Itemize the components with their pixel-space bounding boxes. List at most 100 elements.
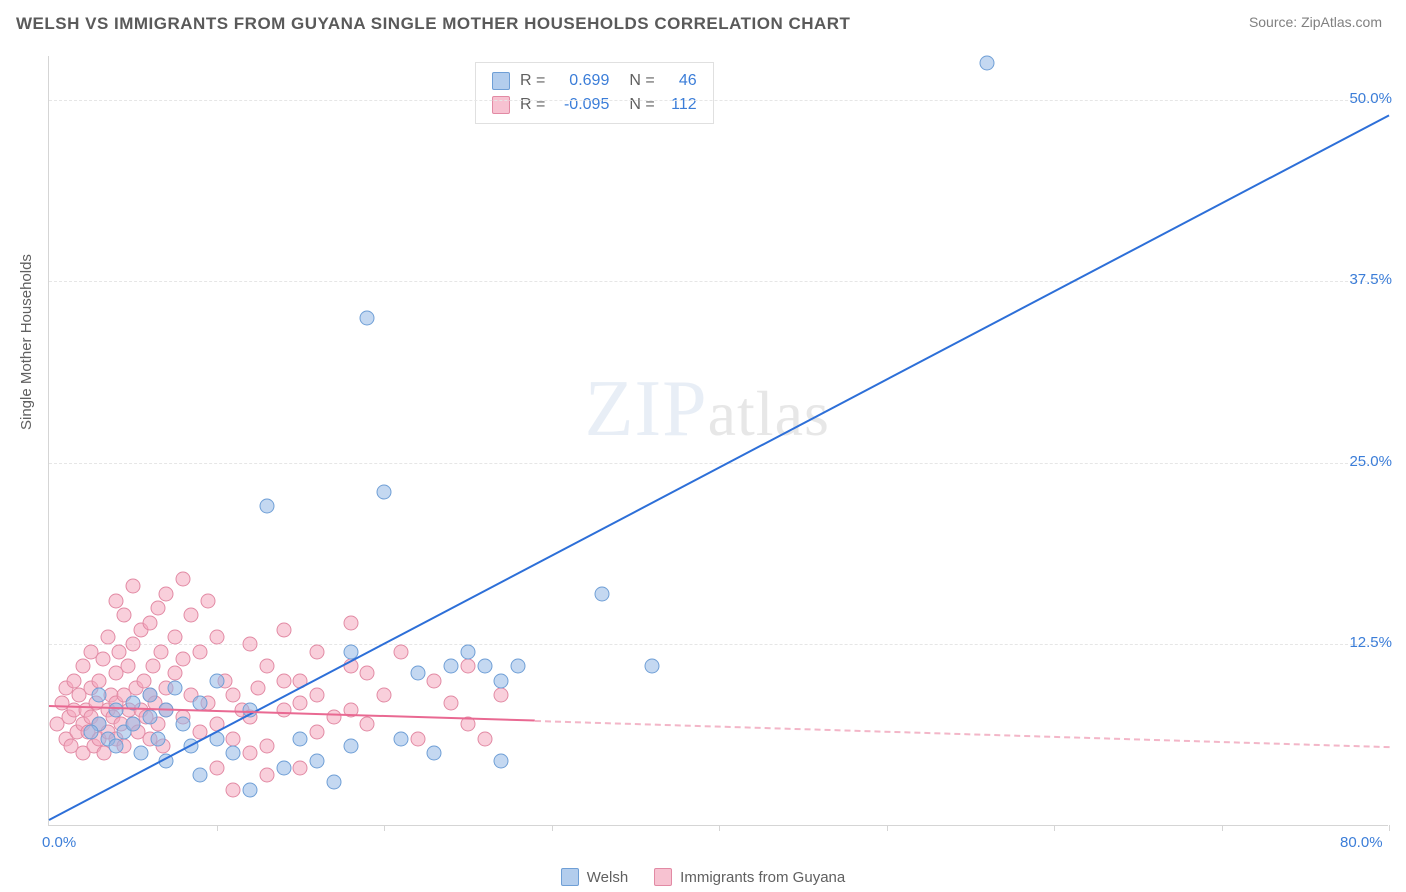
data-point-guyana bbox=[259, 768, 274, 783]
swatch-pink bbox=[654, 868, 672, 886]
data-point-guyana bbox=[477, 731, 492, 746]
data-point-guyana bbox=[209, 760, 224, 775]
legend-label-guyana: Immigrants from Guyana bbox=[680, 869, 845, 886]
data-point-guyana bbox=[167, 630, 182, 645]
data-point-welsh bbox=[293, 731, 308, 746]
data-point-guyana bbox=[276, 673, 291, 688]
data-point-welsh bbox=[150, 731, 165, 746]
data-point-guyana bbox=[209, 630, 224, 645]
correlation-legend: R = 0.699 N = 46 R = -0.095 N = 112 bbox=[475, 62, 714, 124]
data-point-guyana bbox=[117, 608, 132, 623]
x-axis-origin-label: 0.0% bbox=[42, 834, 76, 851]
n-label: N = bbox=[629, 69, 654, 93]
data-point-guyana bbox=[159, 586, 174, 601]
data-point-guyana bbox=[310, 724, 325, 739]
data-point-guyana bbox=[92, 673, 107, 688]
data-point-guyana bbox=[142, 615, 157, 630]
x-tick bbox=[1389, 825, 1390, 831]
data-point-guyana bbox=[293, 695, 308, 710]
data-point-guyana bbox=[276, 622, 291, 637]
legend-item-welsh: Welsh bbox=[561, 868, 628, 886]
trendline-guyana-extrapolated bbox=[535, 720, 1389, 748]
correlation-row-blue: R = 0.699 N = 46 bbox=[492, 69, 697, 93]
x-axis-max-label: 80.0% bbox=[1340, 834, 1383, 851]
data-point-guyana bbox=[444, 695, 459, 710]
y-tick-label: 12.5% bbox=[1349, 634, 1392, 651]
data-point-welsh bbox=[92, 688, 107, 703]
x-tick bbox=[552, 825, 553, 831]
data-point-guyana bbox=[360, 717, 375, 732]
data-point-welsh bbox=[444, 659, 459, 674]
data-point-guyana bbox=[125, 637, 140, 652]
n-value-pink: 112 bbox=[665, 93, 697, 117]
data-point-welsh bbox=[343, 739, 358, 754]
data-point-guyana bbox=[310, 644, 325, 659]
r-label: R = bbox=[520, 93, 545, 117]
data-point-welsh bbox=[326, 775, 341, 790]
x-tick bbox=[887, 825, 888, 831]
legend-label-welsh: Welsh bbox=[587, 869, 628, 886]
data-point-guyana bbox=[377, 688, 392, 703]
y-tick-label: 37.5% bbox=[1349, 271, 1392, 288]
data-point-guyana bbox=[145, 659, 160, 674]
data-point-welsh bbox=[377, 484, 392, 499]
data-point-welsh bbox=[477, 659, 492, 674]
data-point-guyana bbox=[100, 630, 115, 645]
data-point-guyana bbox=[259, 659, 274, 674]
source-name: ZipAtlas.com bbox=[1301, 14, 1382, 30]
data-point-guyana bbox=[410, 731, 425, 746]
data-point-welsh bbox=[645, 659, 660, 674]
data-point-guyana bbox=[150, 601, 165, 616]
x-tick bbox=[1222, 825, 1223, 831]
data-point-welsh bbox=[243, 782, 258, 797]
data-point-welsh bbox=[410, 666, 425, 681]
data-point-welsh bbox=[310, 753, 325, 768]
trendline-welsh bbox=[49, 114, 1390, 820]
data-point-welsh bbox=[83, 724, 98, 739]
gridline bbox=[49, 100, 1388, 101]
r-label: R = bbox=[520, 69, 545, 93]
data-point-welsh bbox=[511, 659, 526, 674]
data-point-guyana bbox=[259, 739, 274, 754]
data-point-guyana bbox=[125, 579, 140, 594]
data-point-welsh bbox=[109, 702, 124, 717]
watermark: ZIPatlas bbox=[585, 364, 830, 455]
data-point-guyana bbox=[109, 593, 124, 608]
data-point-guyana bbox=[293, 760, 308, 775]
y-tick-label: 50.0% bbox=[1349, 90, 1392, 107]
data-point-welsh bbox=[142, 710, 157, 725]
data-point-guyana bbox=[176, 651, 191, 666]
source-attribution: Source: ZipAtlas.com bbox=[1249, 14, 1382, 30]
gridline bbox=[49, 463, 1388, 464]
data-point-welsh bbox=[393, 731, 408, 746]
chart-title: WELSH VS IMMIGRANTS FROM GUYANA SINGLE M… bbox=[16, 14, 850, 34]
x-tick bbox=[719, 825, 720, 831]
data-point-welsh bbox=[360, 310, 375, 325]
data-point-welsh bbox=[276, 760, 291, 775]
data-point-welsh bbox=[494, 753, 509, 768]
data-point-guyana bbox=[393, 644, 408, 659]
n-value-blue: 46 bbox=[665, 69, 697, 93]
scatter-chart: ZIPatlas R = 0.699 N = 46 R = -0.095 N =… bbox=[48, 56, 1388, 826]
data-point-guyana bbox=[184, 608, 199, 623]
correlation-row-pink: R = -0.095 N = 112 bbox=[492, 93, 697, 117]
watermark-zip: ZIP bbox=[585, 365, 708, 453]
data-point-guyana bbox=[360, 666, 375, 681]
data-point-welsh bbox=[494, 673, 509, 688]
data-point-welsh bbox=[142, 688, 157, 703]
data-point-guyana bbox=[343, 615, 358, 630]
data-point-welsh bbox=[226, 746, 241, 761]
data-point-guyana bbox=[226, 731, 241, 746]
data-point-guyana bbox=[310, 688, 325, 703]
x-tick bbox=[384, 825, 385, 831]
data-point-welsh bbox=[209, 673, 224, 688]
series-legend: Welsh Immigrants from Guyana bbox=[0, 868, 1406, 886]
data-point-guyana bbox=[226, 782, 241, 797]
data-point-welsh bbox=[134, 746, 149, 761]
data-point-welsh bbox=[109, 739, 124, 754]
source-label: Source: bbox=[1249, 14, 1297, 30]
data-point-guyana bbox=[494, 688, 509, 703]
data-point-guyana bbox=[167, 666, 182, 681]
legend-item-guyana: Immigrants from Guyana bbox=[654, 868, 845, 886]
data-point-welsh bbox=[167, 680, 182, 695]
